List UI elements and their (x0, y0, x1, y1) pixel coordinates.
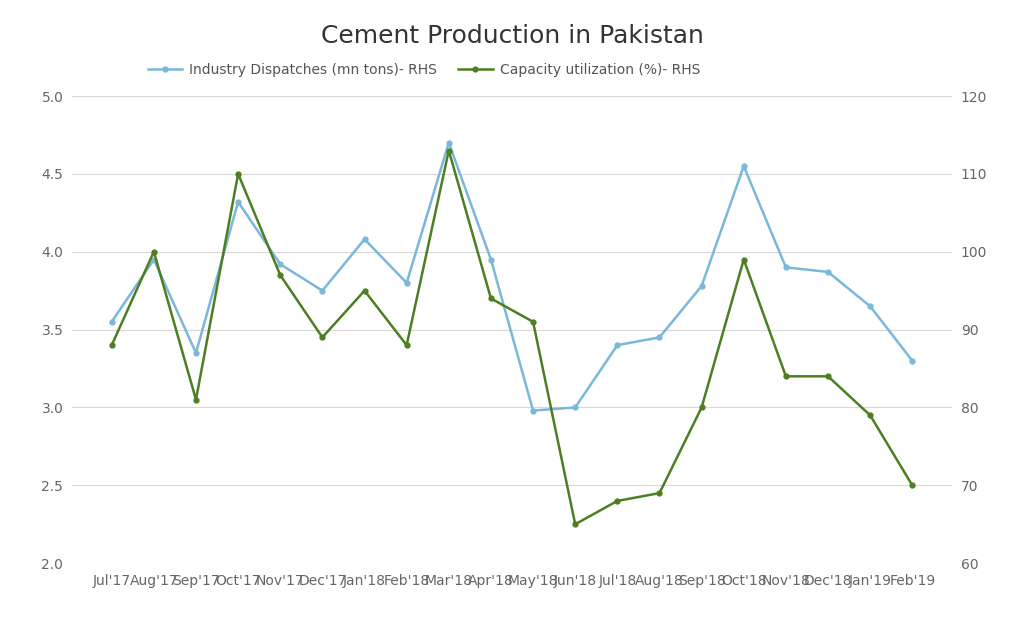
Capacity utilization (%)- RHS (189, 396, 202, 404)
Capacity utilization (%)- RHS (316, 333, 329, 341)
Capacity utilization (%)- RHS (400, 341, 413, 349)
Industry Dispatches (mn tons)- RHS (779, 264, 792, 271)
Capacity utilization (%)- RHS (527, 318, 540, 326)
Capacity utilization (%)- RHS (906, 481, 919, 489)
Capacity utilization (%)- RHS (484, 294, 497, 302)
Capacity utilization (%)- RHS (105, 341, 118, 349)
Industry Dispatches (mn tons)- RHS (105, 318, 118, 326)
Title: Cement Production in Pakistan: Cement Production in Pakistan (321, 24, 703, 48)
Industry Dispatches (mn tons)- RHS (147, 255, 160, 264)
Capacity utilization (%)- RHS (442, 147, 455, 154)
Industry Dispatches (mn tons)- RHS (442, 139, 455, 147)
Industry Dispatches (mn tons)- RHS (864, 303, 877, 310)
Industry Dispatches (mn tons)- RHS (400, 279, 413, 287)
Capacity utilization (%)- RHS (737, 255, 750, 264)
Industry Dispatches (mn tons)- RHS (737, 163, 750, 170)
Industry Dispatches (mn tons)- RHS (316, 287, 329, 294)
Industry Dispatches (mn tons)- RHS (232, 198, 245, 205)
Capacity utilization (%)- RHS (822, 372, 835, 380)
Industry Dispatches (mn tons)- RHS (906, 357, 919, 365)
Capacity utilization (%)- RHS (274, 271, 287, 279)
Industry Dispatches (mn tons)- RHS (274, 260, 287, 268)
Capacity utilization (%)- RHS (695, 404, 708, 412)
Industry Dispatches (mn tons)- RHS (484, 255, 497, 264)
Industry Dispatches (mn tons)- RHS (527, 407, 540, 415)
Line: Capacity utilization (%)- RHS: Capacity utilization (%)- RHS (110, 148, 914, 527)
Capacity utilization (%)- RHS (147, 248, 160, 255)
Capacity utilization (%)- RHS (779, 372, 792, 380)
Capacity utilization (%)- RHS (653, 489, 666, 497)
Industry Dispatches (mn tons)- RHS (569, 404, 582, 412)
Industry Dispatches (mn tons)- RHS (822, 268, 835, 276)
Capacity utilization (%)- RHS (864, 412, 877, 419)
Industry Dispatches (mn tons)- RHS (653, 333, 666, 341)
Capacity utilization (%)- RHS (232, 170, 245, 178)
Industry Dispatches (mn tons)- RHS (358, 236, 371, 243)
Industry Dispatches (mn tons)- RHS (189, 349, 202, 357)
Line: Industry Dispatches (mn tons)- RHS: Industry Dispatches (mn tons)- RHS (110, 140, 914, 413)
Industry Dispatches (mn tons)- RHS (611, 341, 624, 349)
Capacity utilization (%)- RHS (358, 287, 371, 294)
Industry Dispatches (mn tons)- RHS (695, 282, 708, 290)
Capacity utilization (%)- RHS (611, 497, 624, 505)
Legend: Industry Dispatches (mn tons)- RHS, Capacity utilization (%)- RHS: Industry Dispatches (mn tons)- RHS, Capa… (147, 63, 700, 77)
Capacity utilization (%)- RHS (569, 520, 582, 528)
